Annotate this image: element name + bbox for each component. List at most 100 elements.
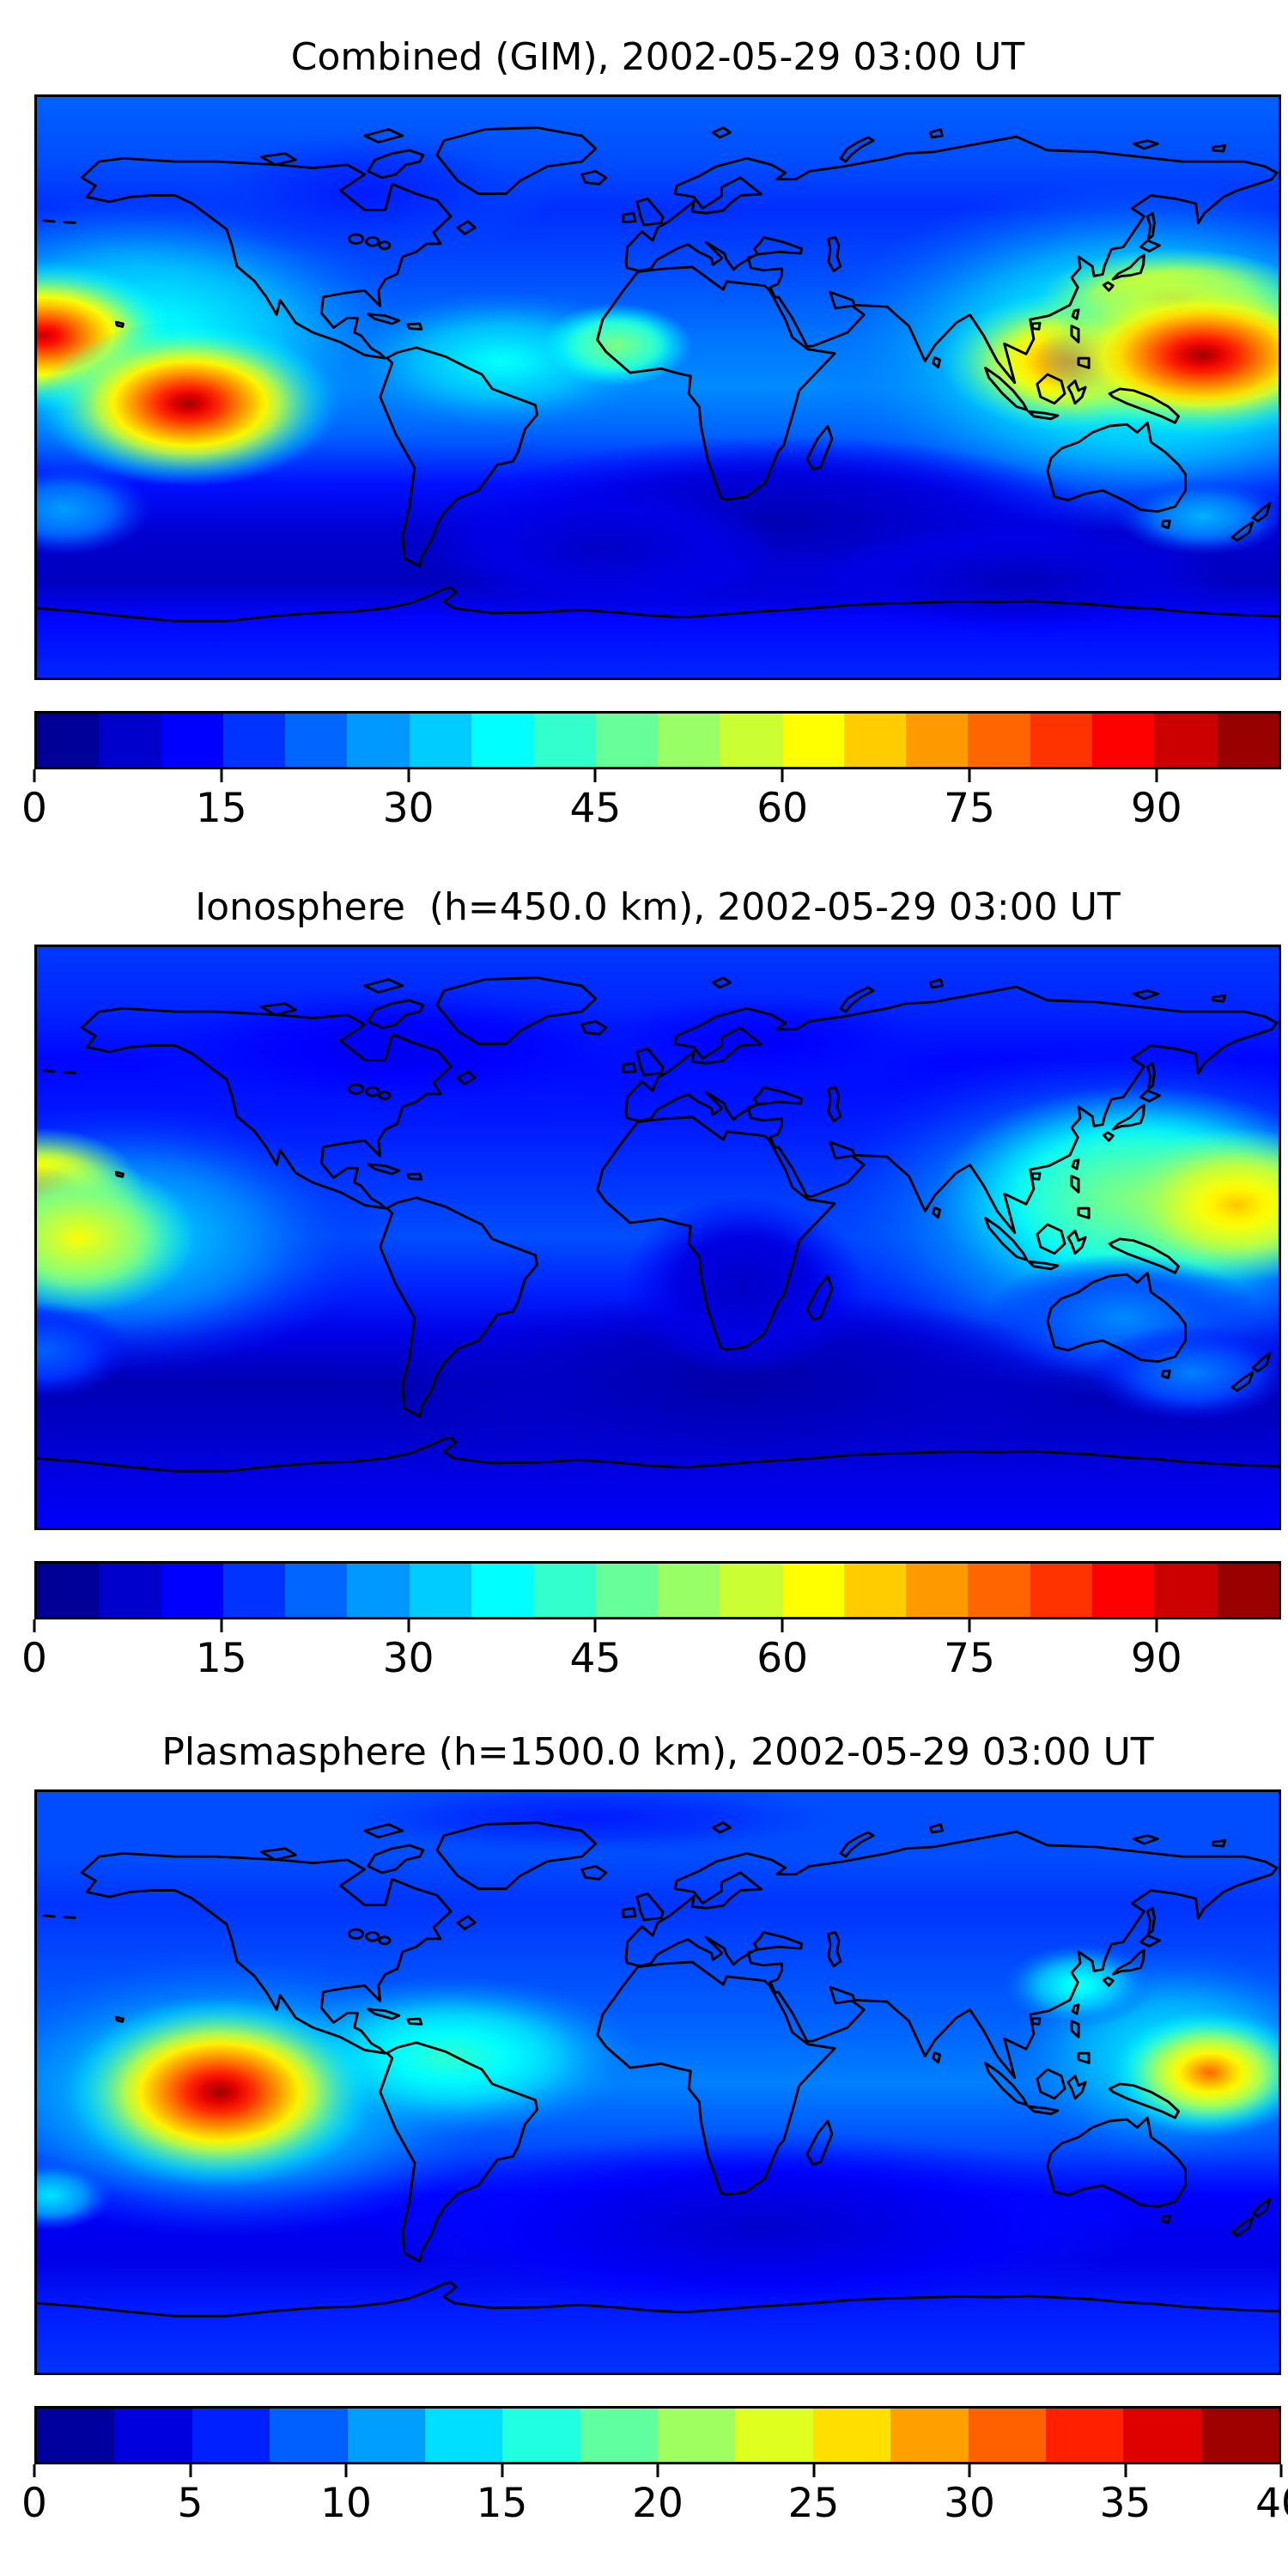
anomaly-southwest-cyan bbox=[37, 1302, 131, 1399]
map-field-svg bbox=[37, 97, 1279, 677]
colorbar-tick bbox=[407, 769, 410, 782]
colorbar-segment bbox=[1216, 714, 1279, 767]
colorbar-tick-label: 15 bbox=[195, 785, 247, 832]
panel-ionosphere: Ionosphere (h=450.0 km), 2002-05-29 03:0… bbox=[0, 881, 1288, 1705]
colorbar-segment bbox=[409, 714, 472, 767]
colorbar-ticks-combined bbox=[33, 769, 1281, 783]
colorbar-segment bbox=[99, 714, 161, 767]
anomaly-south-ocean-dark bbox=[381, 2130, 1141, 2324]
colorbar-tick-label: 90 bbox=[1130, 785, 1182, 832]
colorbar-segment bbox=[843, 714, 907, 767]
anomaly-southwest-cyan bbox=[37, 465, 151, 556]
colorbar-segment bbox=[471, 1564, 534, 1617]
colorbar-segment bbox=[968, 1564, 1030, 1617]
colorbar-segment bbox=[781, 1564, 844, 1617]
anomaly-south-of-nz-cyan bbox=[1089, 1324, 1279, 1422]
anomaly-north-america-dark bbox=[123, 986, 676, 1115]
anomaly-south-atlantic-dark bbox=[433, 483, 779, 613]
colorbar-ticks-ionosphere bbox=[33, 1619, 1281, 1633]
colorbar-plasmasphere bbox=[34, 2406, 1281, 2464]
colorbar-tick-label: 35 bbox=[1099, 2480, 1151, 2527]
colorbar-segment bbox=[781, 714, 844, 767]
coastlines bbox=[37, 976, 1279, 1473]
colorbar-labels-ionosphere: 0 15 30 45 60 75 90 bbox=[21, 1635, 1281, 1686]
colorbar-segment bbox=[347, 2409, 425, 2462]
coastlines bbox=[37, 126, 1279, 623]
coastlines bbox=[37, 1821, 1279, 2318]
anomaly-asia-main-core bbox=[1036, 270, 1279, 440]
colorbar-segment bbox=[1216, 1564, 1279, 1617]
map-plasmasphere bbox=[34, 1789, 1281, 2375]
colorbar-segment bbox=[968, 2409, 1046, 2462]
colorbar-segment bbox=[161, 1564, 223, 1617]
panel-title-ionosphere: Ionosphere (h=450.0 km), 2002-05-29 03:0… bbox=[195, 885, 1121, 929]
colorbar-tick bbox=[189, 2464, 191, 2477]
map-field-svg bbox=[37, 1792, 1279, 2372]
colorbar-tick bbox=[968, 769, 971, 782]
anomaly-japan-green-patch bbox=[1002, 1943, 1155, 2028]
anomaly-south-ocean-dark bbox=[398, 1291, 1090, 1473]
colorbar-segment bbox=[37, 714, 100, 767]
colorbar-tick-label: 45 bbox=[569, 1635, 622, 1682]
anomaly-southwest-light-spot bbox=[37, 2160, 113, 2231]
colorbar-segment bbox=[114, 2409, 192, 2462]
colorbar-segment bbox=[1200, 2409, 1279, 2462]
anomaly-newzealand-cyan bbox=[1116, 477, 1279, 556]
colorbar-segment bbox=[1030, 1564, 1093, 1617]
colorbar-tick bbox=[1124, 2464, 1127, 2477]
colorbar-labels-combined: 0 15 30 45 60 75 90 bbox=[21, 785, 1281, 836]
colorbar-tick-label: 75 bbox=[944, 785, 995, 832]
colorbar-combined bbox=[34, 711, 1281, 769]
anomaly-pacific-yellow bbox=[37, 1159, 196, 1315]
panel-combined: Combined (GIM), 2002-05-29 03:00 UT 0 15 3… bbox=[0, 31, 1288, 855]
anomaly-pacific-main-core bbox=[37, 319, 341, 488]
colorbar-segment bbox=[720, 1564, 782, 1617]
colorbar-segment bbox=[720, 714, 782, 767]
colorbar-tick-label: 30 bbox=[382, 785, 434, 832]
colorbar-segment bbox=[471, 714, 534, 767]
colorbar-segment bbox=[1123, 2409, 1201, 2462]
colorbar-segment bbox=[222, 714, 286, 767]
colorbar-tick bbox=[344, 2464, 348, 2477]
colorbar-segment bbox=[580, 2409, 658, 2462]
colorbar-segment bbox=[270, 2409, 348, 2462]
colorbar-tick-label: 90 bbox=[1130, 1635, 1182, 1682]
colorbar-tick-label: 60 bbox=[756, 785, 809, 832]
colorbar-labels-plasmasphere: 0 5 10 15 20 25 30 35 40 bbox=[21, 2480, 1288, 2531]
colorbar-segment bbox=[658, 2409, 736, 2462]
colorbar-segment bbox=[1030, 714, 1093, 767]
panel-plasmasphere: Plasmasphere (h=1500.0 km), 2002-05-29 0… bbox=[0, 1726, 1288, 2550]
colorbar-segment bbox=[968, 714, 1030, 767]
colorbar-tick bbox=[501, 2464, 503, 2477]
colorbar-tick bbox=[407, 1619, 410, 1632]
colorbar-tick-label: 5 bbox=[177, 2480, 204, 2527]
colorbar-tick-label: 75 bbox=[944, 1635, 995, 1682]
colorbar-segment bbox=[657, 1564, 720, 1617]
colorbar-segment bbox=[285, 714, 348, 767]
colorbar-segment bbox=[735, 2409, 813, 2462]
colorbar-segment bbox=[222, 1564, 286, 1617]
colorbar-tick bbox=[1279, 2464, 1283, 2477]
panel-title-plasmasphere: Plasmasphere (h=1500.0 km), 2002-05-29 0… bbox=[161, 1730, 1154, 1774]
anomaly-africa-dark bbox=[623, 1195, 865, 1376]
colorbar-segment bbox=[1092, 1564, 1155, 1617]
colorbar-tick-label: 0 bbox=[21, 1635, 47, 1682]
map-ionosphere bbox=[34, 945, 1281, 1530]
colorbar-tick-label: 15 bbox=[476, 2480, 528, 2527]
colorbar-segment bbox=[906, 1564, 969, 1617]
colorbar-segment bbox=[37, 1564, 100, 1617]
colorbar-segment bbox=[1154, 1564, 1217, 1617]
colorbar-tick bbox=[781, 1619, 784, 1632]
map-combined bbox=[34, 94, 1281, 680]
colorbar-segment bbox=[890, 2409, 969, 2462]
colorbar-tick bbox=[593, 769, 597, 782]
anomaly-west-africa-green bbox=[540, 303, 693, 387]
colorbar-tick bbox=[812, 2464, 815, 2477]
colorbar-segment bbox=[347, 714, 410, 767]
colorbar-tick bbox=[33, 769, 36, 782]
colorbar-tick bbox=[656, 2464, 659, 2477]
colorbar-segment bbox=[409, 1564, 472, 1617]
colorbar-tick-label: 25 bbox=[787, 2480, 840, 2527]
colorbar-segment bbox=[595, 1564, 658, 1617]
anomaly-asia-orange-core bbox=[1106, 1127, 1279, 1283]
